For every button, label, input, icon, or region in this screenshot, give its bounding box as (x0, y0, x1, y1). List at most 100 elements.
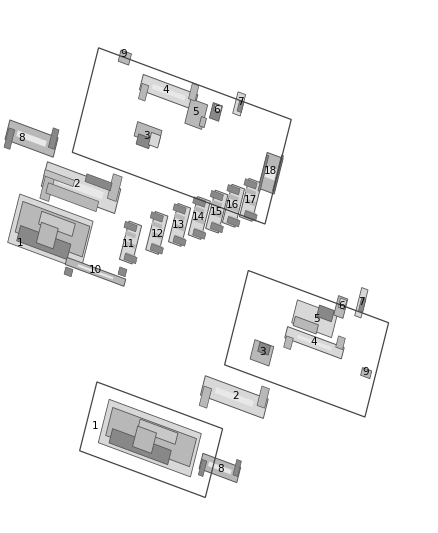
Polygon shape (211, 211, 223, 218)
Text: 5: 5 (192, 107, 199, 117)
Polygon shape (194, 228, 205, 235)
Text: 8: 8 (18, 133, 25, 143)
Polygon shape (40, 174, 55, 201)
Polygon shape (223, 184, 244, 227)
Polygon shape (4, 128, 15, 149)
Text: 4: 4 (162, 85, 169, 95)
Polygon shape (41, 161, 121, 214)
Polygon shape (150, 244, 163, 254)
Polygon shape (228, 215, 239, 223)
Polygon shape (150, 212, 163, 222)
Polygon shape (85, 174, 112, 191)
Polygon shape (44, 169, 74, 187)
Polygon shape (360, 368, 372, 378)
Text: 3: 3 (143, 131, 150, 141)
Polygon shape (201, 376, 268, 418)
Polygon shape (7, 194, 93, 270)
Polygon shape (284, 336, 293, 350)
Text: 2: 2 (73, 179, 80, 189)
Polygon shape (124, 221, 137, 232)
Polygon shape (188, 197, 210, 239)
Polygon shape (258, 342, 271, 355)
Text: 18: 18 (264, 166, 277, 176)
Text: 6: 6 (338, 302, 345, 311)
Text: 12: 12 (151, 229, 164, 239)
Polygon shape (78, 264, 113, 279)
Polygon shape (133, 426, 156, 454)
Polygon shape (198, 459, 207, 477)
Polygon shape (193, 197, 206, 207)
Polygon shape (58, 176, 104, 199)
Polygon shape (65, 257, 126, 286)
Polygon shape (250, 340, 274, 366)
Polygon shape (173, 204, 186, 214)
Polygon shape (227, 184, 240, 195)
Text: 10: 10 (89, 265, 102, 275)
Polygon shape (46, 183, 99, 212)
Polygon shape (214, 104, 222, 112)
Polygon shape (118, 267, 127, 277)
Polygon shape (98, 399, 201, 477)
Polygon shape (174, 235, 185, 242)
Text: 6: 6 (213, 106, 220, 115)
Polygon shape (228, 205, 239, 212)
Polygon shape (125, 241, 136, 249)
Polygon shape (151, 221, 162, 229)
Polygon shape (240, 179, 261, 221)
Polygon shape (334, 296, 348, 318)
Polygon shape (208, 462, 232, 474)
Polygon shape (36, 222, 58, 249)
Polygon shape (245, 188, 256, 196)
Polygon shape (174, 224, 185, 231)
Text: 11: 11 (122, 239, 135, 248)
Text: 14: 14 (192, 213, 205, 222)
Polygon shape (293, 316, 318, 334)
Polygon shape (338, 298, 347, 310)
Polygon shape (15, 201, 90, 257)
Polygon shape (211, 221, 223, 229)
Polygon shape (244, 211, 257, 221)
Polygon shape (245, 209, 256, 217)
Polygon shape (185, 99, 208, 130)
Polygon shape (237, 101, 244, 112)
Polygon shape (297, 335, 332, 351)
Polygon shape (118, 50, 131, 65)
Text: 9: 9 (120, 50, 127, 59)
Polygon shape (233, 459, 241, 477)
Text: 9: 9 (362, 367, 369, 377)
Polygon shape (359, 298, 366, 312)
Polygon shape (336, 336, 345, 350)
Polygon shape (151, 243, 162, 250)
Polygon shape (125, 252, 136, 260)
Polygon shape (209, 102, 223, 122)
Polygon shape (188, 83, 199, 101)
Text: 15: 15 (210, 207, 223, 216)
Polygon shape (233, 92, 246, 116)
Polygon shape (228, 194, 239, 201)
Polygon shape (124, 253, 137, 264)
Polygon shape (120, 221, 141, 264)
Text: 1: 1 (92, 422, 99, 431)
Polygon shape (138, 83, 149, 101)
Polygon shape (199, 117, 206, 127)
Polygon shape (211, 200, 223, 207)
Text: 1: 1 (16, 238, 23, 247)
Text: 13: 13 (172, 220, 185, 230)
Polygon shape (210, 222, 223, 233)
Polygon shape (292, 300, 337, 337)
Polygon shape (151, 232, 162, 239)
Polygon shape (258, 155, 269, 191)
Polygon shape (257, 386, 269, 408)
Polygon shape (272, 155, 283, 191)
Polygon shape (146, 212, 168, 254)
Text: 2: 2 (232, 391, 239, 401)
Text: 4: 4 (310, 337, 317, 347)
Polygon shape (174, 213, 185, 221)
Polygon shape (194, 206, 205, 214)
Text: 7: 7 (237, 98, 244, 107)
Polygon shape (139, 75, 198, 110)
Polygon shape (64, 267, 73, 277)
Polygon shape (16, 130, 47, 147)
Text: 3: 3 (259, 347, 266, 357)
Polygon shape (265, 166, 277, 180)
